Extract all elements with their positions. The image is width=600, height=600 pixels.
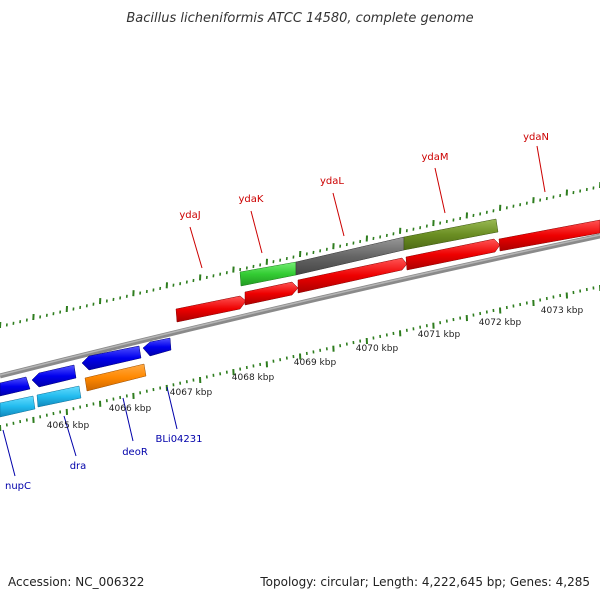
- forward-gene-labels: ydaJ ydaK ydaL ydaM ydaN: [179, 132, 549, 221]
- feature-olive[interactable]: [403, 218, 499, 251]
- leader-deoR: [122, 397, 134, 442]
- label-ydaK[interactable]: ydaK: [239, 194, 264, 205]
- gene-arrow-ydaK[interactable]: [244, 281, 299, 306]
- label-ydaJ[interactable]: ydaJ: [179, 210, 200, 221]
- reverse-gene-labels: nupC dra deoR BLi04231: [5, 434, 203, 492]
- leader-BLi04231: [166, 386, 178, 430]
- genome-backbone: [0, 233, 600, 379]
- tick-label: 4069 kbp: [294, 358, 337, 368]
- feature-green[interactable]: [239, 261, 297, 287]
- leader-nupC: [2, 429, 16, 477]
- label-deoR[interactable]: deoR: [122, 447, 148, 458]
- gene-arrow-nupC[interactable]: [0, 376, 31, 397]
- reverse-inner-features: [0, 363, 147, 418]
- tick-label: 4070 kbp: [356, 344, 399, 354]
- leader-ydaJ: [189, 226, 203, 269]
- label-ydaL[interactable]: ydaL: [320, 176, 344, 187]
- gene-arrow-deoR[interactable]: [81, 345, 142, 371]
- feature-cyan-b[interactable]: [36, 385, 82, 408]
- forward-outer-features: [239, 218, 499, 287]
- genome-backbone-highlight: [0, 234, 600, 376]
- gene-arrow-ydaL[interactable]: [297, 257, 408, 294]
- reverse-genes: [0, 337, 172, 397]
- tick-label: 4068 kbp: [232, 373, 275, 383]
- gene-arrow-ydaN[interactable]: [498, 219, 600, 252]
- position-labels: 4065 kbp 4066 kbp 4067 kbp 4068 kbp 4069…: [47, 306, 584, 431]
- label-ydaN[interactable]: ydaN: [523, 132, 549, 143]
- outer-tick-ring: [0, 181, 600, 329]
- label-ydaM[interactable]: ydaM: [421, 152, 448, 163]
- leader-ydaM: [434, 167, 446, 214]
- accession-text: Accession: NC_006322: [8, 575, 144, 589]
- leader-dra: [63, 415, 77, 457]
- leader-ydaL: [332, 192, 345, 237]
- inner-tick-ring: [0, 285, 600, 432]
- genome-summary-text: Topology: circular; Length: 4,222,645 bp…: [259, 575, 590, 589]
- tick-label: 4066 kbp: [109, 404, 152, 414]
- label-nupC[interactable]: nupC: [5, 481, 31, 492]
- forward-gene-leaders: [189, 145, 546, 269]
- gene-arrow-ydaJ[interactable]: [175, 295, 247, 323]
- tick-label: 4065 kbp: [47, 421, 90, 431]
- gene-arrow-BLi04231[interactable]: [142, 337, 172, 357]
- tick-label: 4067 kbp: [170, 388, 213, 398]
- label-BLi04231[interactable]: BLi04231: [155, 434, 202, 445]
- gene-arrow-dra[interactable]: [31, 364, 77, 388]
- forward-genes: [175, 219, 600, 323]
- reverse-gene-leaders: [2, 386, 178, 477]
- leader-ydaN: [536, 145, 546, 193]
- feature-orange[interactable]: [84, 363, 147, 392]
- tick-label: 4072 kbp: [479, 318, 522, 328]
- feature-cyan-a[interactable]: [0, 395, 36, 418]
- tick-label: 4071 kbp: [418, 330, 461, 340]
- tick-label: 4073 kbp: [541, 306, 584, 316]
- leader-ydaK: [250, 210, 263, 254]
- map-title: Bacillus licheniformis ATCC 14580, compl…: [126, 11, 473, 26]
- gene-arrow-ydaM[interactable]: [405, 238, 501, 271]
- label-dra[interactable]: dra: [70, 461, 87, 472]
